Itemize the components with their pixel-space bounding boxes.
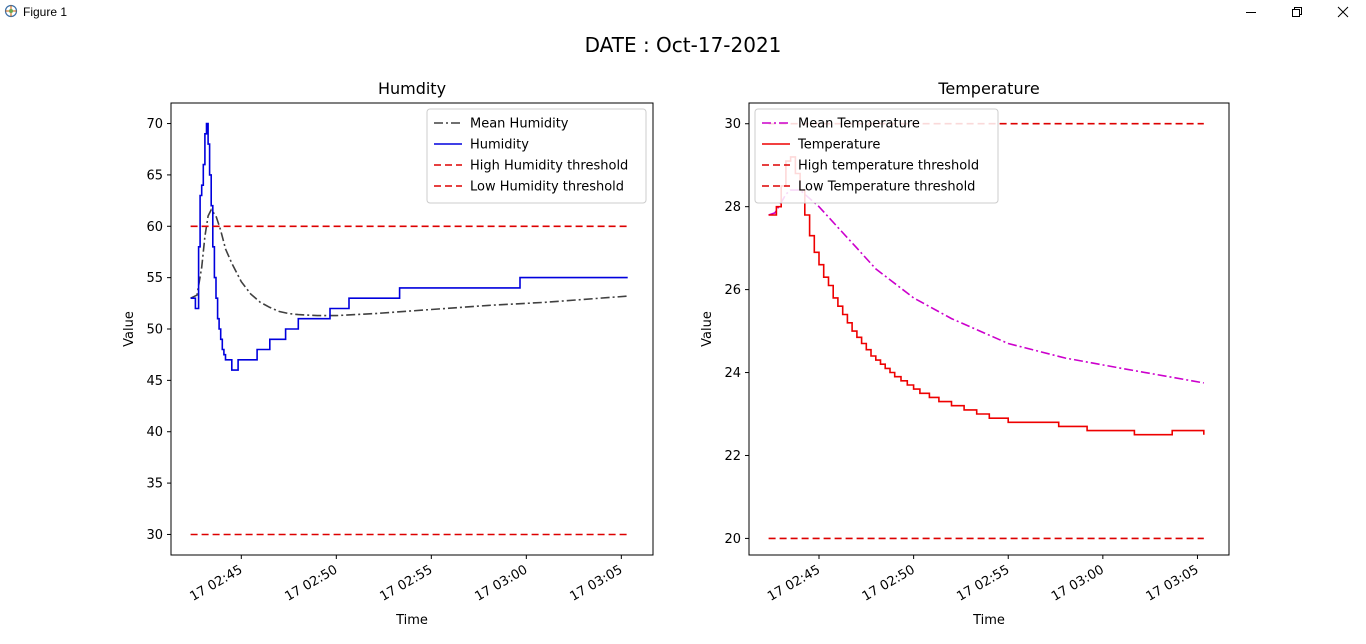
y-tick-label-0-4: 50 (146, 323, 163, 338)
legend-label-1-3: Low Temperature threshold (798, 180, 975, 195)
window-title: Figure 1 (23, 5, 68, 19)
y-tick-label-0-2: 40 (146, 425, 163, 440)
figure-canvas: DATE : Oct-17-2021 30 35 40 45 50 55 60 65 70 17 … (122, 33, 1230, 628)
chart-title-1: Temperature (937, 79, 1039, 98)
app-icon (4, 4, 18, 18)
minimize-button[interactable] (1228, 0, 1274, 24)
x-tick-label-1-1: 17 02:50 (860, 562, 918, 604)
series-line-0-1 (190, 122, 628, 371)
close-icon (1337, 6, 1349, 18)
humidity-plot: 30 35 40 45 50 55 60 65 70 17 02:45 17 02:50 17 02:… (122, 79, 654, 628)
x-axis-label-1: Time (972, 613, 1005, 628)
x-tick-label-1-0: 17 02:45 (765, 562, 823, 604)
y-tick-label-0-7: 65 (146, 168, 163, 183)
legend-label-0-3: Low Humidity threshold (470, 180, 624, 195)
x-tick-label-0-4: 17 03:05 (567, 562, 625, 604)
figure-suptitle: DATE : Oct-17-2021 (585, 33, 782, 57)
x-tick-label-0-0: 17 02:45 (187, 562, 245, 604)
x-tick-label-1-4: 17 03:05 (1144, 562, 1202, 604)
y-tick-label-1-0: 20 (724, 532, 741, 547)
y-tick-label-1-4: 28 (724, 200, 741, 215)
restore-icon (1292, 7, 1302, 17)
legend-label-0-0: Mean Humidity (470, 117, 569, 132)
x-tick-label-1-2: 17 02:55 (954, 562, 1012, 604)
y-tick-label-0-1: 35 (146, 477, 163, 492)
temperature-plot: 20 22 24 26 28 30 17 02:45 17 02:50 17 02:55 17 0… (700, 79, 1230, 628)
x-axis-label-0: Time (395, 613, 428, 628)
y-tick-label-0-3: 45 (146, 374, 163, 389)
x-tick-label-1-3: 17 03:00 (1049, 562, 1107, 604)
series-line-0-0 (190, 208, 628, 317)
y-tick-label-0-0: 30 (146, 528, 163, 543)
legend-box-0 (426, 108, 647, 204)
x-tick-label-0-3: 17 03:00 (472, 562, 530, 604)
window-titlebar: Figure 1 (0, 0, 1366, 24)
axes-frame-1 (748, 102, 1230, 556)
y-axis-label-0: Value (122, 311, 137, 347)
y-axis-label-1: Value (700, 311, 715, 347)
y-tick-label-0-5: 55 (146, 271, 163, 286)
legend-label-1-2: High temperature threshold (798, 159, 979, 174)
legend-label-0-2: High Humidity threshold (470, 159, 628, 174)
x-tick-label-0-1: 17 02:50 (282, 562, 340, 604)
close-button[interactable] (1320, 0, 1366, 24)
y-tick-label-1-3: 26 (724, 283, 741, 298)
restore-button[interactable] (1274, 0, 1320, 24)
y-tick-label-1-1: 22 (724, 449, 741, 464)
legend-label-1-1: Temperature (797, 138, 880, 153)
legend-label-0-1: Humidity (470, 138, 529, 153)
legend-box-1 (754, 108, 999, 204)
legend-label-1-0: Mean Temperature (798, 117, 920, 132)
chart-title-0: Humdity (378, 79, 446, 98)
x-tick-label-0-2: 17 02:55 (377, 562, 435, 604)
y-tick-label-1-5: 30 (724, 117, 741, 132)
series-line-1-1 (768, 156, 1205, 436)
y-tick-label-0-6: 60 (146, 220, 163, 235)
y-tick-label-0-8: 70 (146, 117, 163, 132)
minimize-icon (1246, 12, 1256, 13)
y-tick-label-1-2: 24 (724, 366, 741, 381)
